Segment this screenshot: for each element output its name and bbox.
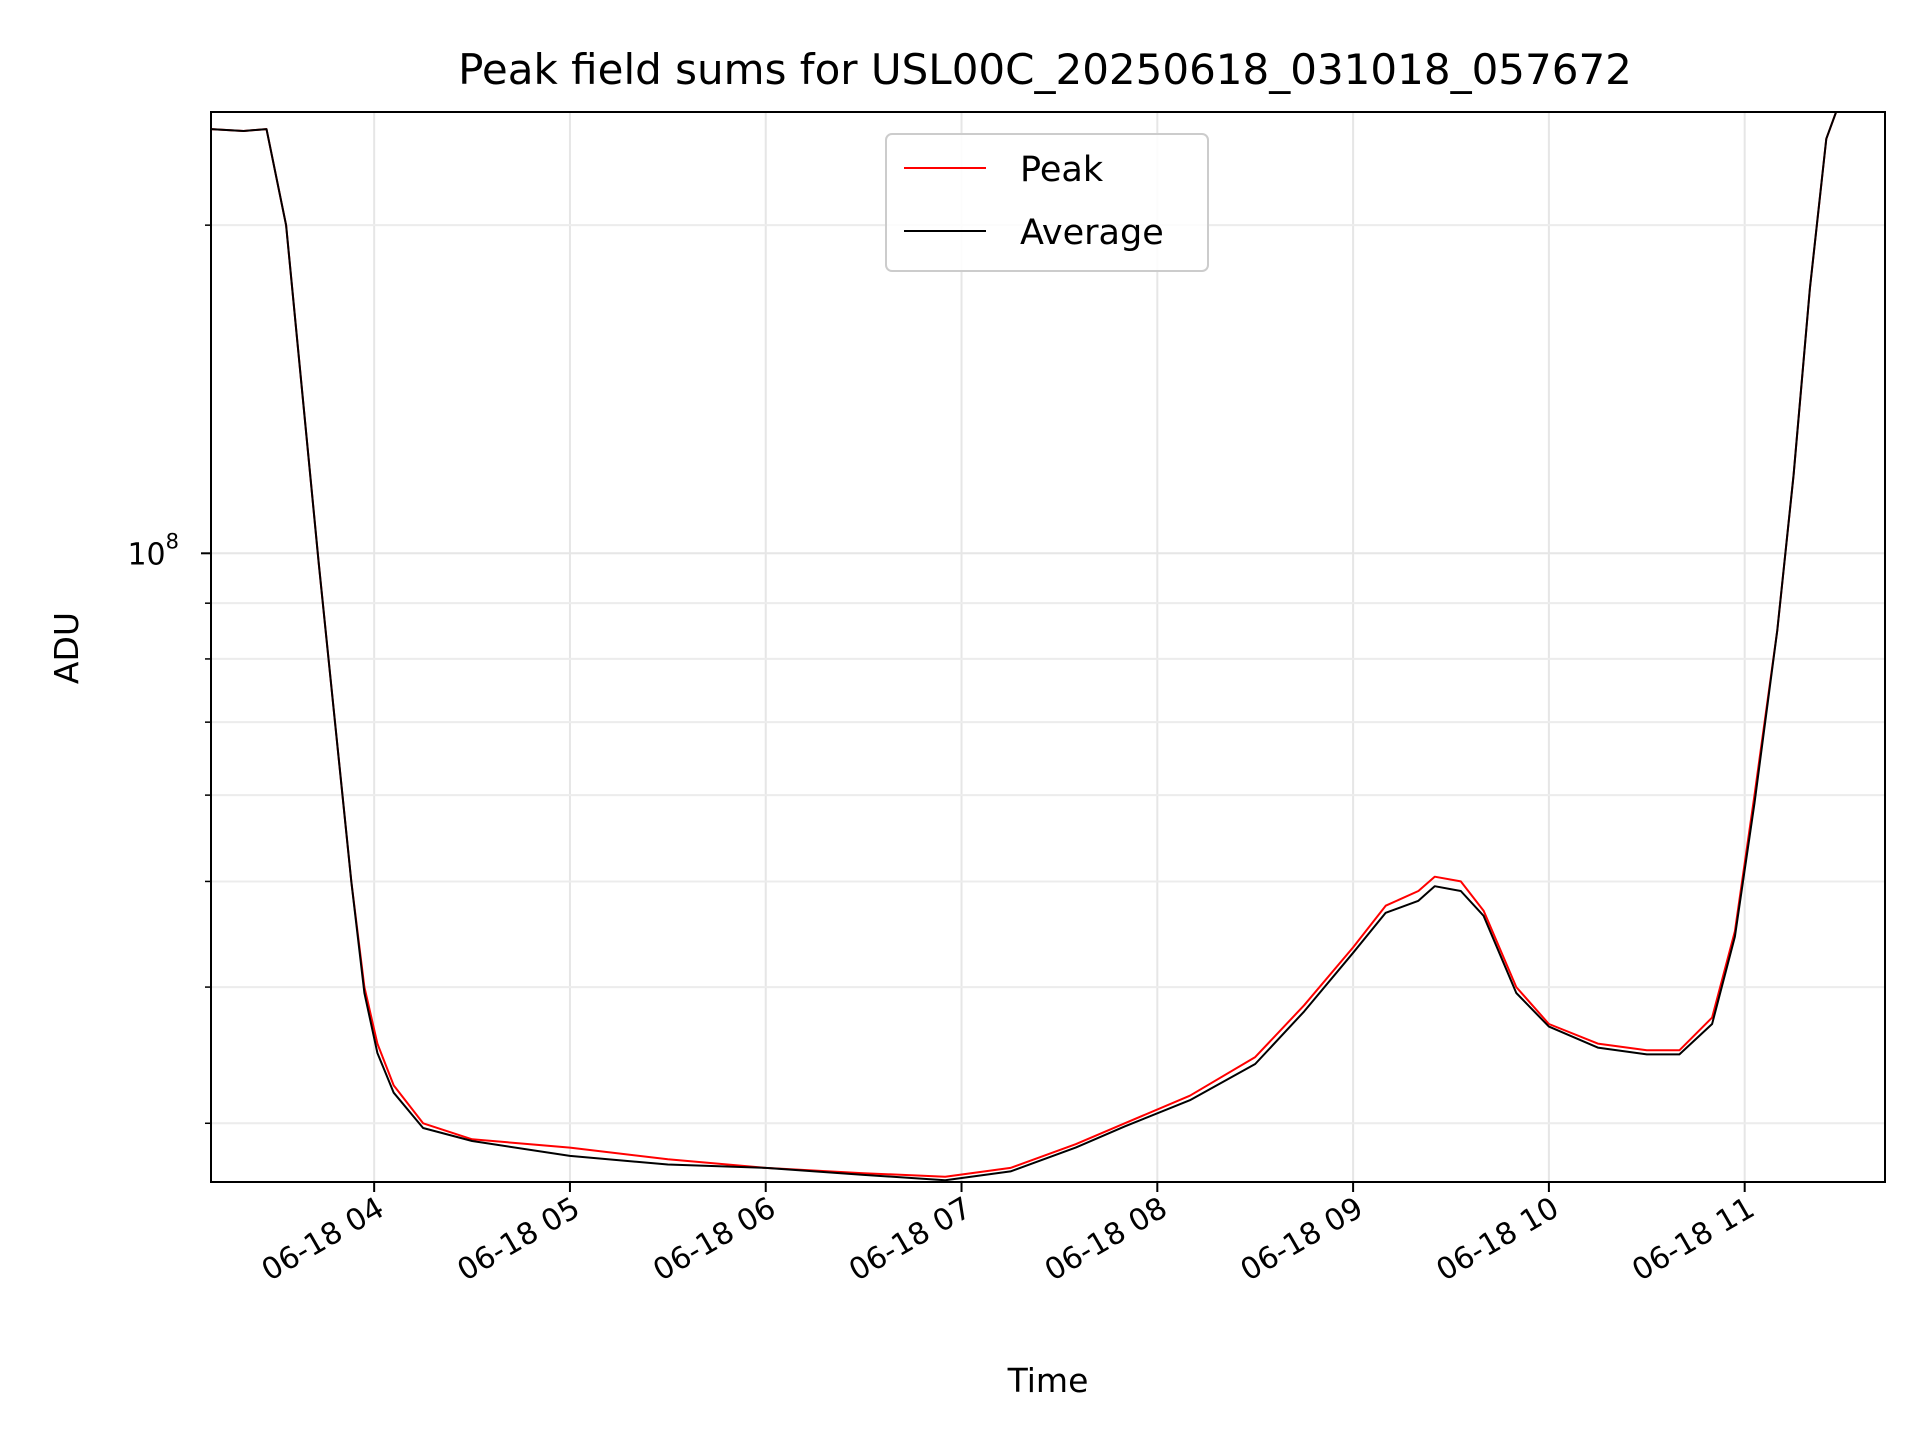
series-line-average (211, 112, 1838, 1182)
y-axis-label: ADU (47, 612, 86, 684)
legend: Peak Average (885, 133, 1209, 272)
y-tick-exponent: 8 (166, 529, 179, 553)
plot-lines (211, 112, 1838, 1182)
legend-label-average: Average (1020, 213, 1164, 253)
plot-area-frame (210, 111, 1886, 1183)
chart-title: Peak field sums for USL00C_20250618_0310… (458, 45, 1632, 94)
legend-label-peak: Peak (1020, 150, 1104, 190)
x-axis-label: Time (1007, 1361, 1089, 1400)
grid (211, 112, 1885, 1182)
